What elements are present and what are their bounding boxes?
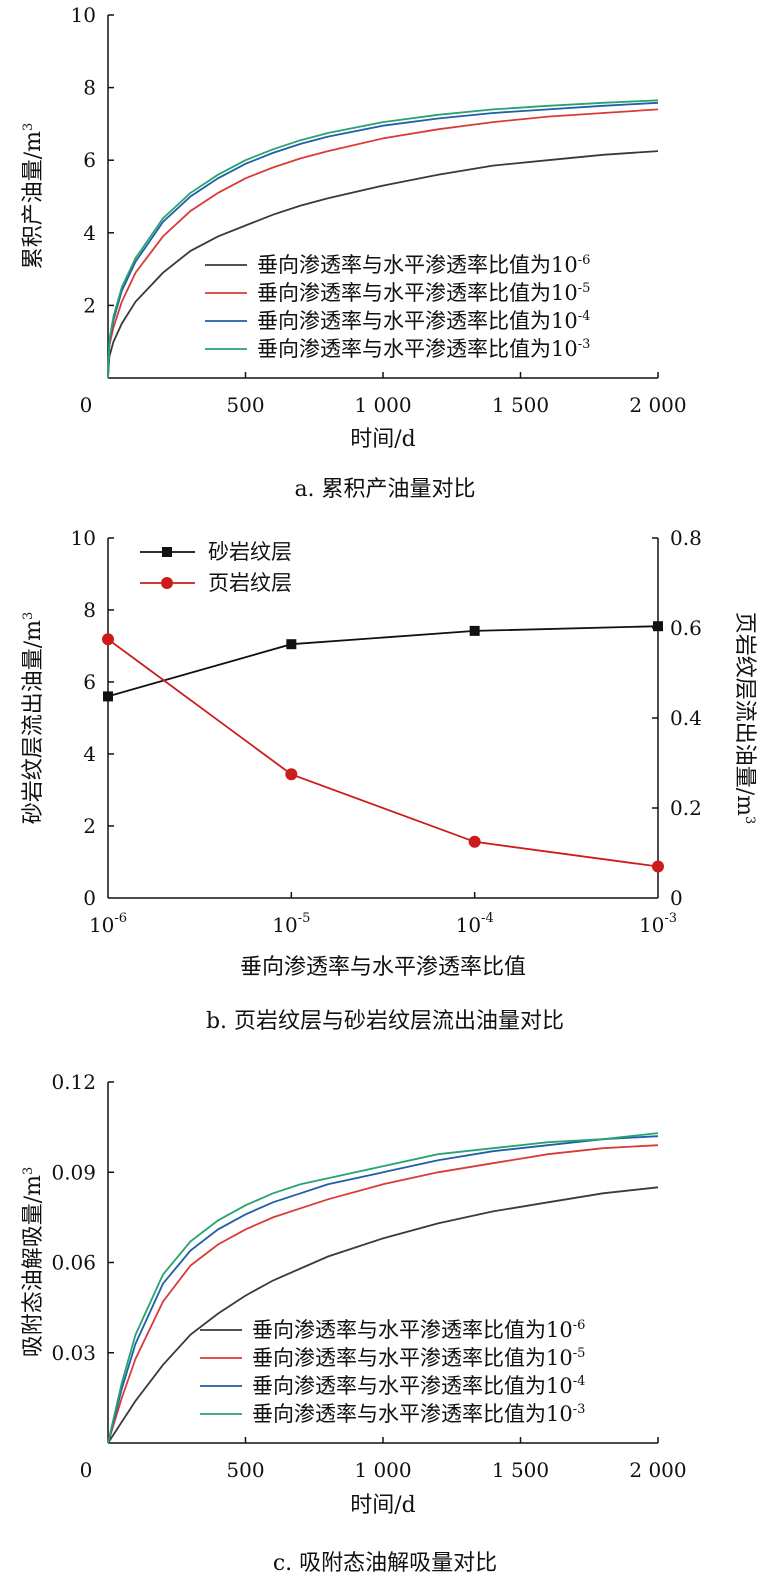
chart-b-point-shale (102, 633, 114, 646)
chart-c-legend-label-2: 垂向渗透率与水平渗透率比值为10-5 (252, 1346, 585, 1370)
chart-a: 0 500 1 000 1 500 2 000 2 4 6 8 10 垂向渗透率与水平渗透率比值… (21, 3, 687, 502)
chart-a-x-label: 时间/d (350, 427, 416, 452)
chart-b-point-sand (469, 625, 480, 636)
chart-c-y-label: 吸附态油解吸量/m3 (21, 1167, 46, 1358)
chart-c-legend: 垂向渗透率与水平渗透率比值为10-6 垂向渗透率与水平渗透率比值为10-5 垂向渗透… (200, 1318, 585, 1426)
chart-a-series-line-3 (107, 101, 659, 379)
chart-a-y-tick-label: 2 (83, 293, 96, 317)
chart-b-y2-tick-label: 0 (670, 886, 683, 910)
chart-b-y-ticks-left: 0 2 4 6 8 10 (71, 526, 114, 910)
chart-b-x-tick-label: 10-3 (639, 911, 677, 937)
chart-c-series-line-4 (107, 1132, 659, 1444)
chart-a-series-line-1 (107, 150, 659, 379)
chart-b-legend-label-1: 砂岩纹层 (208, 540, 292, 564)
chart-a-legend: 垂向渗透率与水平渗透率比值为10-6 垂向渗透率与水平渗透率比值为10-5 垂向渗透… (205, 253, 590, 361)
chart-a-x-tick-label: 500 (226, 393, 264, 417)
chart-c-series-lines (107, 1132, 659, 1444)
chart-b-y2-tick-label: 0.8 (670, 526, 702, 550)
chart-c-y-tick-label: 0.03 (51, 1341, 96, 1365)
chart-c-x-label: 时间/d (350, 1493, 416, 1518)
chart-a-x-ticks: 0 500 1 000 1 500 2 000 (80, 372, 687, 417)
chart-b-y-tick-label: 4 (83, 742, 96, 766)
chart-b-x-ticks: 10-6 10-5 10-4 10-3 (89, 892, 677, 937)
chart-a-caption: a. 累积产油量对比 (294, 477, 475, 502)
chart-b-y-tick-label: 10 (71, 526, 96, 550)
chart-b-y2-tick-label: 0.4 (670, 706, 702, 730)
chart-a-y-ticks: 2 4 6 8 10 (71, 3, 114, 317)
chart-c-legend-label-4: 垂向渗透率与水平渗透率比值为10-3 (252, 1402, 585, 1426)
chart-c-legend-label-3: 垂向渗透率与水平渗透率比值为10-4 (252, 1374, 585, 1398)
chart-b-series-line-1 (107, 625, 659, 698)
chart-b-x-tick-label: 10-5 (272, 911, 310, 937)
chart-b-y-tick-label: 2 (83, 814, 96, 838)
chart-a-x-tick-label: 0 (80, 393, 93, 417)
chart-b-legend-label-2: 页岩纹层 (208, 571, 292, 595)
chart-c-y-tick-label: 0.06 (51, 1251, 96, 1275)
chart-a-y-label: 累积产油量/m3 (21, 123, 46, 270)
chart-b-legend-marker (162, 547, 172, 557)
chart-b-y-tick-label: 8 (83, 598, 96, 622)
chart-b-series-line-2 (107, 638, 659, 868)
chart-c-caption: c. 吸附态油解吸量对比 (273, 1551, 497, 1576)
chart-c-legend-label-1: 垂向渗透率与水平渗透率比值为10-6 (252, 1318, 585, 1342)
chart-b-y2-tick-label: 0.6 (670, 616, 702, 640)
chart-b-legend-marker (161, 577, 173, 589)
chart-a-legend-label-2: 垂向渗透率与水平渗透率比值为10-5 (257, 281, 590, 305)
chart-c-x-ticks: 0 500 1 000 1 500 2 000 (80, 1437, 687, 1482)
chart-c-series-line-2 (107, 1144, 659, 1444)
chart-a-y-tick-label: 8 (83, 76, 96, 100)
chart-b-x-tick-label: 10-4 (456, 911, 494, 937)
chart-c: 0 500 1 000 1 500 2 000 0.03 0.06 0.09 0.12 垂向渗… (21, 1070, 687, 1576)
chart-c-series-line-1 (107, 1186, 659, 1444)
chart-c-x-tick-label: 0 (80, 1458, 93, 1482)
chart-c-y-tick-label: 0.12 (51, 1070, 96, 1094)
chart-b-y-tick-label: 6 (83, 670, 96, 694)
chart-a-legend-label-4: 垂向渗透率与水平渗透率比值为10-3 (257, 337, 590, 361)
chart-b-y-label-right: 页岩纹层流出油量/m3 (732, 612, 757, 825)
chart-b-point-sand (103, 691, 113, 702)
chart-a-x-tick-label: 2 000 (629, 393, 686, 417)
chart-b-x-label: 垂向渗透率与水平渗透率比值 (240, 955, 526, 980)
chart-a-series-lines (107, 99, 659, 379)
chart-b-point-shale (468, 835, 481, 848)
chart-a-series-line-2 (107, 108, 659, 379)
chart-a-legend-label-1: 垂向渗透率与水平渗透率比值为10-6 (257, 253, 590, 277)
chart-a-x-tick-label: 1 000 (354, 393, 411, 417)
chart-a-y-tick-label: 4 (83, 221, 96, 245)
chart-b-y-label-left: 砂岩纹层流出油量/m3 (21, 612, 46, 825)
chart-c-x-tick-label: 500 (226, 1458, 264, 1482)
chart-b-point-sand (653, 621, 663, 632)
chart-b-caption: b. 页岩纹层与砂岩纹层流出油量对比 (206, 1009, 564, 1034)
chart-a-y-tick-label: 10 (71, 3, 96, 27)
chart-a-x-tick-label: 1 500 (492, 393, 549, 417)
chart-b-series (102, 621, 664, 873)
chart-b-y2-tick-label: 0.2 (670, 796, 702, 820)
chart-c-series-line-3 (107, 1135, 659, 1444)
chart-c-y-ticks: 0.03 0.06 0.09 0.12 (51, 1070, 114, 1365)
chart-c-x-tick-label: 1 000 (354, 1458, 411, 1482)
chart-a-legend-label-3: 垂向渗透率与水平渗透率比值为10-4 (257, 309, 590, 333)
chart-c-x-tick-label: 1 500 (492, 1458, 549, 1482)
chart-b-x-tick-label: 10-6 (89, 911, 127, 937)
chart-c-x-tick-label: 2 000 (629, 1458, 686, 1482)
chart-b: 10-6 10-5 10-4 10-3 0 2 4 6 8 10 0 0.2 0.4 0.6 0.8 砂… (21, 526, 757, 1034)
chart-b-point-sand (286, 639, 297, 650)
chart-c-y-tick-label: 0.09 (51, 1160, 96, 1184)
chart-b-y-tick-label: 0 (83, 886, 96, 910)
chart-b-y-ticks-right: 0 0.2 0.4 0.6 0.8 (652, 526, 702, 910)
chart-b-point-shale (652, 860, 664, 873)
chart-a-series-line-4 (107, 99, 659, 379)
chart-b-point-shale (285, 768, 298, 781)
chart-a-y-tick-label: 6 (83, 148, 96, 172)
